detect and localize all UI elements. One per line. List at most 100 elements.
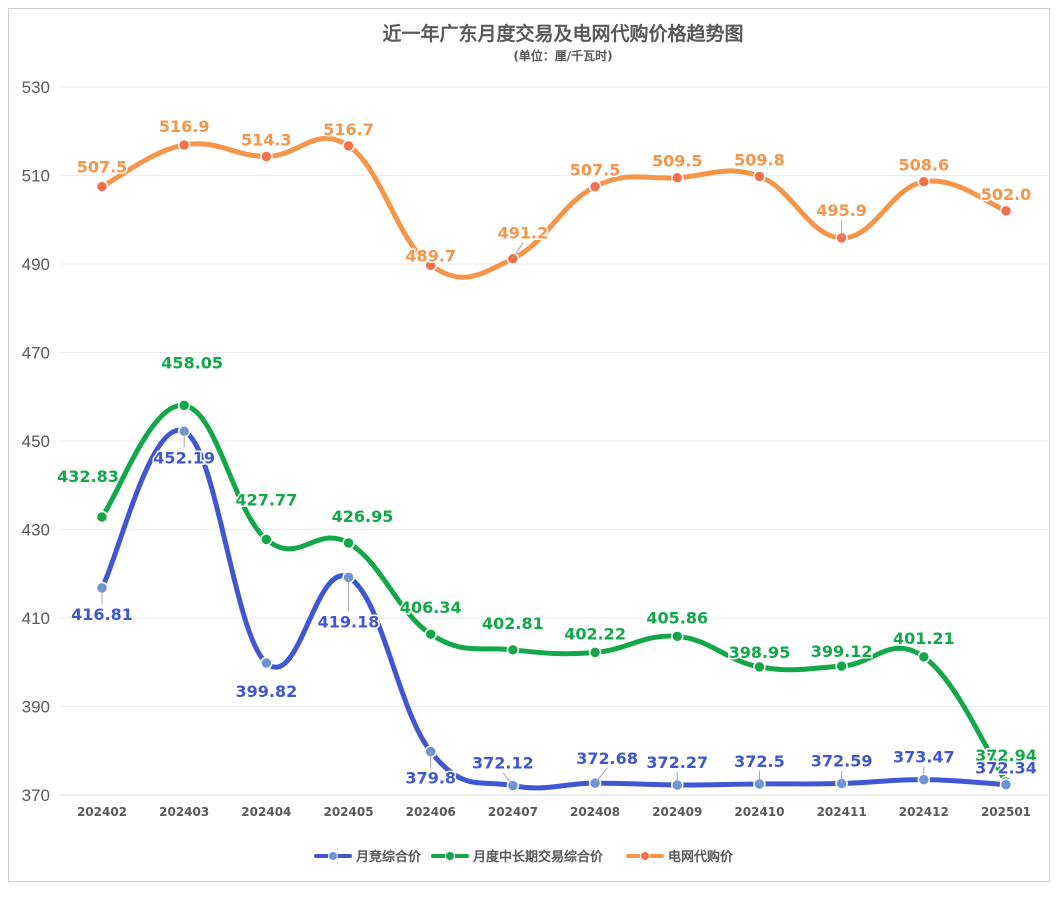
data-label: 372.12 (472, 754, 534, 773)
legend-swatch-marker (640, 851, 650, 861)
data-point (588, 180, 602, 193)
data-point (260, 656, 273, 670)
data-point (260, 533, 273, 546)
data-label: 373.47 (893, 748, 955, 767)
series-lines (95, 135, 1013, 792)
x-tick-label: 202407 (488, 805, 538, 819)
data-label: 372.27 (646, 753, 708, 772)
data-point (671, 630, 684, 643)
data-point (95, 180, 109, 193)
series-line-2 (99, 135, 1009, 280)
data-label: 502.0 (981, 185, 1032, 204)
data-label: 458.05 (161, 353, 223, 372)
data-label: 426.95 (332, 507, 394, 526)
y-tick-label: 510 (22, 167, 50, 186)
data-label: 416.81 (71, 605, 133, 624)
grid-layer (60, 86, 1048, 796)
data-label: 516.9 (159, 117, 210, 136)
data-point (671, 171, 684, 184)
data-label: 379.8 (405, 769, 456, 788)
label-leader (502, 772, 514, 786)
data-label: 491.2 (498, 224, 549, 243)
x-tick-label: 202402 (77, 805, 127, 819)
data-label: 372.34 (975, 759, 1037, 778)
x-axis-ticks: 202402 202403 202404 202405 202406 202407 2024… (77, 805, 1031, 819)
data-label: 432.83 (57, 467, 119, 486)
data-point (342, 536, 355, 550)
chart-title: 近一年广东月度交易及电网代购价格趋势图 (382, 22, 743, 45)
data-point (588, 646, 602, 659)
legend-swatch-marker (445, 851, 455, 861)
y-tick-label: 530 (22, 78, 50, 97)
chart-frame (8, 8, 1050, 882)
data-label: 402.81 (482, 614, 544, 633)
data-label: 495.9 (816, 201, 867, 220)
data-label: 427.77 (235, 490, 297, 509)
y-tick-label: 370 (22, 786, 50, 805)
data-label: 514.3 (241, 130, 292, 149)
data-point (999, 204, 1013, 218)
y-tick-label: 430 (22, 521, 50, 540)
y-tick-label: 390 (22, 698, 50, 717)
legend-label: 月度中长期交易综合价 (472, 849, 604, 865)
y-tick-label: 450 (22, 432, 50, 451)
data-point (753, 660, 766, 674)
x-tick-label: 202403 (159, 805, 209, 819)
data-point (424, 259, 437, 272)
data-label: 507.5 (77, 158, 128, 177)
data-point (177, 138, 191, 152)
series-line-0 (99, 427, 1009, 791)
x-tick-label: 202409 (652, 805, 702, 819)
data-label: 516.7 (323, 120, 374, 139)
data-point (917, 650, 931, 664)
data-point (342, 139, 355, 153)
data-label: 507.5 (570, 161, 621, 180)
data-point (835, 659, 848, 673)
legend-swatch-marker (328, 851, 338, 861)
data-point (506, 643, 520, 657)
legend: 月竞综合价 月度中长期交易综合价 电网代购价 (314, 849, 734, 865)
data-label: 489.7 (405, 246, 456, 265)
data-labels: 507.5 516.9 514.3 516.7 489.7 491.2 507.5 509.5… (56, 115, 1039, 789)
y-tick-label: 490 (22, 255, 50, 274)
chart-subtitle: (单位：厘/千瓦时) (513, 48, 612, 63)
series-line-1 (99, 402, 1009, 785)
y-axis-ticks: 370 390 410 430 450 470 490 510 530 (22, 78, 50, 805)
data-point (95, 510, 109, 524)
data-label: 508.6 (899, 156, 950, 175)
data-label: 399.82 (235, 682, 297, 701)
data-label: 401.21 (893, 629, 955, 648)
x-tick-label: 202412 (899, 805, 949, 819)
data-label: 399.12 (811, 642, 873, 661)
legend-label: 电网代购价 (668, 849, 734, 865)
x-tick-label: 202501 (981, 805, 1031, 819)
data-label: 402.22 (564, 624, 626, 643)
data-label: 406.34 (400, 598, 462, 617)
data-label: 372.68 (576, 749, 638, 768)
data-label: 372.94 (975, 746, 1037, 765)
x-tick-label: 202405 (323, 805, 373, 819)
data-point (917, 175, 931, 188)
label-leader (594, 767, 608, 784)
y-tick-label: 410 (22, 609, 50, 628)
legend-label: 月竞综合价 (355, 849, 422, 865)
y-tick-label: 470 (22, 344, 50, 363)
data-label: 509.8 (734, 150, 785, 169)
x-tick-label: 202408 (570, 805, 620, 819)
data-label: 405.86 (646, 608, 708, 627)
x-tick-label: 202410 (734, 805, 784, 819)
x-tick-label: 202411 (817, 805, 867, 819)
data-label: 419.18 (318, 612, 380, 631)
data-label: 509.5 (652, 152, 703, 171)
data-label: 372.59 (811, 752, 873, 771)
data-point (999, 778, 1013, 791)
label-leader (512, 242, 524, 259)
data-label: 372.5 (734, 752, 785, 771)
x-tick-label: 202406 (406, 805, 456, 819)
data-label: 398.95 (729, 643, 791, 662)
data-point (177, 399, 191, 412)
data-label: 452.19 (153, 448, 215, 467)
data-point (753, 170, 766, 183)
x-tick-label: 202404 (241, 805, 291, 819)
